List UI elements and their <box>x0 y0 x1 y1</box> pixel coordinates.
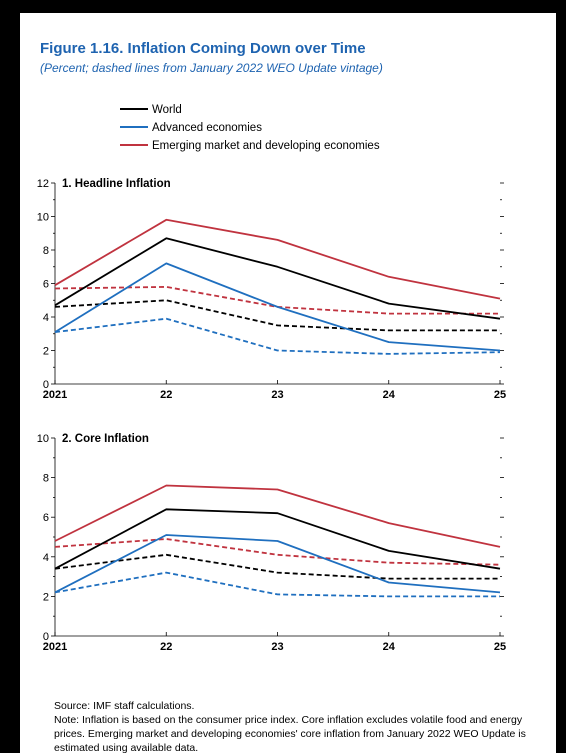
y-tick-label: 0 <box>43 631 49 643</box>
y-tick-label: 8 <box>43 473 49 485</box>
x-tick-label: 23 <box>271 641 283 653</box>
figure-title: Figure 1.16. Inflation Coming Down over … <box>40 40 366 57</box>
series-line-advanced-economies <box>54 534 501 594</box>
y-tick-label: 2 <box>43 346 49 358</box>
series-line-world <box>54 508 501 570</box>
series-line-emerging-market-and-developing-economies <box>54 484 501 548</box>
figure-card: Figure 1.16. Inflation Coming Down over … <box>20 13 556 753</box>
x-tick-label: 24 <box>383 641 396 653</box>
x-tick-label: 22 <box>160 389 172 401</box>
panel-title: 1. Headline Inflation <box>62 178 171 190</box>
y-tick-label: 6 <box>43 279 49 291</box>
legend-item: Advanced economies <box>120 122 262 134</box>
x-tick-label: 22 <box>160 641 172 653</box>
x-tick-label: 24 <box>383 389 396 401</box>
legend-label: Emerging market and developing economies <box>152 140 380 152</box>
notes-block: Source: IMF staff calculations. Note: In… <box>54 699 544 753</box>
series-line-world <box>54 237 501 320</box>
y-tick-label: 12 <box>37 178 49 190</box>
x-tick-label: 23 <box>271 389 283 401</box>
y-tick-label: 0 <box>43 379 49 391</box>
source-note: Source: IMF staff calculations. <box>54 700 195 712</box>
series-line-dashed-world <box>54 299 500 332</box>
legend-label: World <box>152 104 182 116</box>
series-line-dashed-emerging-market-and-developing-economies <box>54 538 501 566</box>
x-tick-label: 25 <box>494 641 506 653</box>
y-tick-label: 10 <box>37 212 49 224</box>
y-tick-label: 6 <box>43 512 49 524</box>
x-tick-label: 25 <box>494 389 506 401</box>
series-line-dashed-world <box>54 553 500 580</box>
legend-item: Emerging market and developing economies <box>120 140 380 152</box>
figure-subtitle: (Percent; dashed lines from January 2022… <box>40 61 383 75</box>
y-tick-label: 10 <box>37 433 49 445</box>
x-tick-label: 2021 <box>43 641 67 653</box>
series-line-dashed-advanced-economies <box>54 571 500 598</box>
panel-title: 2. Core Inflation <box>62 433 149 445</box>
y-tick-label: 2 <box>43 591 49 603</box>
series-line-advanced-economies <box>54 262 501 352</box>
series-line-dashed-advanced-economies <box>54 317 501 355</box>
y-tick-label: 4 <box>43 312 49 324</box>
x-tick-label: 2021 <box>43 389 67 401</box>
legend-item: World <box>120 104 182 116</box>
footnote: Note: Inflation is based on the consumer… <box>54 714 526 753</box>
chart-canvas: World Advanced economies Emerging market a… <box>37 104 506 653</box>
legend: World Advanced economies Emerging market a… <box>120 104 380 152</box>
legend-label: Advanced economies <box>152 122 262 134</box>
series-line-emerging-market-and-developing-economies <box>54 218 501 300</box>
y-tick-label: 4 <box>43 552 49 564</box>
y-tick-label: 8 <box>43 245 49 257</box>
